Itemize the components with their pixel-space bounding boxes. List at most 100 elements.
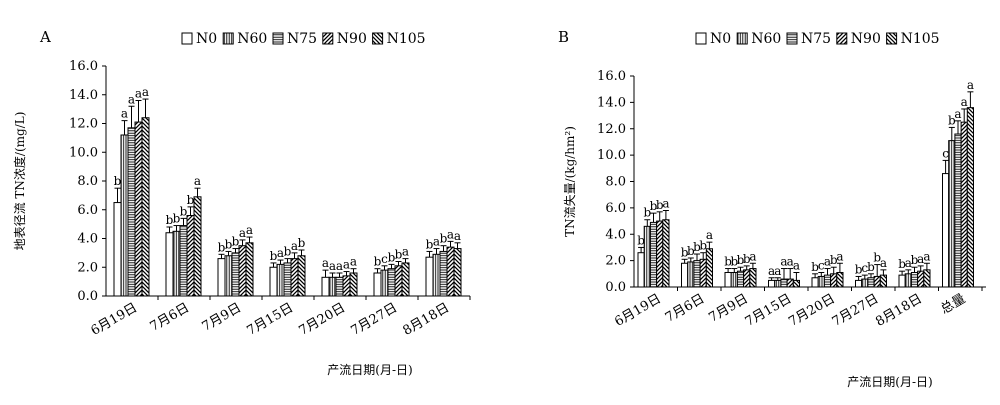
panel-b-bar-n60 [904,273,912,288]
panel-b-significance-letter: a [967,78,974,92]
panel-b-category-label: 总量 [938,291,968,317]
panel-letter-a: A [39,28,51,46]
panel-b-significance-letter: b [737,253,745,267]
legend-a: N0 N60 N75 N90 N105 [181,31,426,47]
panel-b-ytick-label: 8.0 [605,175,626,190]
panel-b-bar-n90 [960,121,968,288]
panel-a-bar-n75 [387,268,396,297]
legend-label-n105: N105 [387,31,426,47]
panel-b-bar-n0 [637,252,645,288]
panel-a-significance-letter: b [388,250,396,264]
panel-b-significance-letter: b [855,262,863,276]
panel-b-category-label: 7月15日 [743,291,795,329]
panel-a-significance-letter: a [239,226,246,240]
panel-a-significance-letter: a [194,174,201,188]
panel-a-category-label: 7月9日 [200,300,244,334]
panel-b: 0.0 2.0 4.0 6.0 8.0 10.0 12.0 14.0 16.0 TN流失量/(kg… [562,69,986,389]
panel-b-bar-n75 [823,274,832,288]
panel-a-bar-n90 [394,265,403,297]
panel-b-significance-letter: a [662,197,669,211]
panel-b-significance-letter: a [793,258,800,272]
panel-b-bar-n75 [954,133,962,288]
legend-b: N0 N60 N75 N90 N105 [695,31,940,47]
panel-b-bar-n0 [811,277,819,288]
panel-b-significance-letter: b [830,253,838,267]
panel-a-group-0: b aa a a [113,85,150,297]
panel-a-significance-letter: b [173,212,181,226]
panel-a-bar-n105 [453,248,462,297]
panel-a-significance-letter: a [142,85,149,99]
panel-b-category-label: 7月20日 [786,291,838,329]
panel-a-ytick-label: 4.0 [77,232,98,247]
panel-b-bar-n60 [817,275,825,288]
panel-b-bar-n75 [693,260,701,288]
panel-a-significance-letter: a [454,229,461,243]
legend-swatch-n90 [836,32,848,45]
panel-a-bar-n105 [193,196,202,297]
panel-a-significance-letter: b [284,245,292,259]
panel-b-bar-n60 [687,261,695,288]
panel-a-category-label: 7月20日 [296,300,348,338]
panel-a: 0.0 2.0 4.0 6.0 8.0 10.0 12.0 14.0 16.0 地表径流 TN浓度… [12,59,471,377]
legend-label-n105: N105 [901,31,940,47]
panel-a-significance-letter: a [336,259,343,273]
legend-swatch-n105 [372,32,384,45]
panel-b-ytick-label: 0.0 [605,280,626,295]
panel-a-bar-n105 [349,272,358,297]
panel-b-significance-letter: b [873,251,881,265]
panel-b-significance-letter: b [637,233,645,247]
panel-a-significance-letter: a [447,227,454,241]
panel-letter-b: B [558,28,569,46]
panel-b-significance-letter: a [749,249,756,263]
panel-a-significance-letter: b [426,237,434,251]
panel-b-significance-letter: b [730,255,738,269]
panel-a-ytick-label: 12.0 [69,117,98,132]
legend-label-n75: N75 [287,31,317,47]
panel-b-bar-n105 [923,269,931,288]
panel-b-ytick-label: 12.0 [597,122,626,137]
panel-b-significance-letter: a [836,249,843,263]
panel-b-bar-n60 [730,271,738,288]
panel-a-ytick-label: 14.0 [69,88,98,103]
panel-b-significance-letter: b [724,255,732,269]
panel-b-bar-n105 [662,219,670,288]
legend-swatch-n60 [222,32,234,45]
panel-b-significance-letter: b [867,260,875,274]
panel-a-bar-n0 [165,232,174,297]
legend-label-n75: N75 [801,31,831,47]
panel-a-ytick-label: 0.0 [77,289,98,304]
panel-a-significance-letter: b [166,213,174,227]
panel-a-bar-n0 [269,266,278,297]
legend-swatch-n0 [695,32,707,45]
panel-b-significance-letter: b [650,199,658,213]
panel-b-significance-letter: a [780,255,787,269]
panel-b-group-4: bc aba [811,249,844,288]
panel-a-category-label: 7月6日 [148,300,192,334]
panel-a-bar-n60 [120,134,129,297]
panel-b-significance-letter: b [643,206,651,220]
legend-swatch-n0 [181,32,193,45]
panel-b-bar-n60 [643,225,651,288]
panel-b-bar-n75 [780,278,788,288]
panel-a-significance-letter: a [350,255,357,269]
panel-b-bar-n0 [855,279,863,288]
panel-b-bar-n60 [861,278,869,288]
legend-label-n90: N90 [337,31,367,47]
panel-a-x-axis-label: 产流日期(月-日) [327,363,412,377]
panel-a-significance-letter: a [291,239,298,253]
panel-a-bar-n0 [113,202,122,297]
panel-b-bar-n90 [743,269,751,288]
panel-a-significance-letter: a [128,92,135,106]
panel-b-significance-letter: a [787,255,794,269]
panel-b-category-label: 7月27日 [830,291,882,329]
panel-b-significance-letter: c [818,258,825,272]
panel-a-significance-letter: a [433,235,440,249]
panel-b-x-axis-label: 产流日期(月-日) [847,375,932,389]
panel-b-bar-n0 [898,274,906,288]
